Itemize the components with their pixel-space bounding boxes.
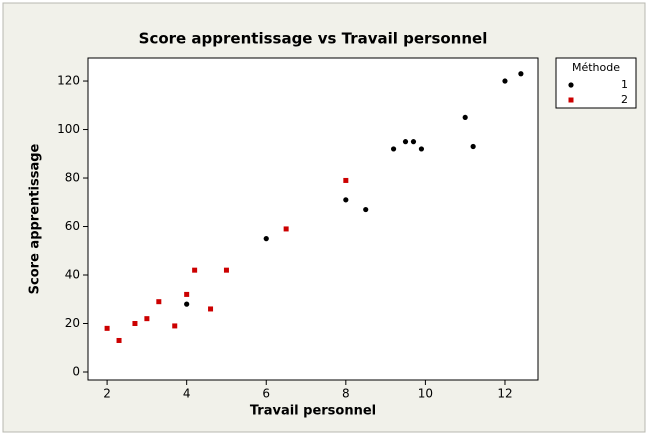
y-tick-label: 60 xyxy=(65,219,80,233)
y-tick-label: 100 xyxy=(57,122,80,136)
x-axis-label: Travail personnel xyxy=(250,404,376,419)
x-tick-label: 2 xyxy=(103,387,111,401)
point xyxy=(518,71,524,77)
point xyxy=(184,301,190,307)
legend-marker xyxy=(568,82,574,88)
point xyxy=(172,323,178,329)
point xyxy=(343,197,349,203)
point xyxy=(418,146,425,152)
legend-marker xyxy=(568,97,574,103)
y-axis-label: Score apprentissage xyxy=(28,143,43,294)
point xyxy=(132,321,138,327)
point xyxy=(263,236,269,242)
point xyxy=(223,267,229,273)
chart-title: Score apprentissage vs Travail personnel xyxy=(139,30,488,48)
y-tick-label: 40 xyxy=(65,268,80,282)
point xyxy=(116,337,122,343)
point xyxy=(462,114,468,121)
legend-title: Méthode xyxy=(572,61,620,74)
point xyxy=(184,291,190,297)
point xyxy=(156,299,162,305)
y-tick-label: 80 xyxy=(65,171,80,185)
x-tick-label: 6 xyxy=(262,387,270,401)
plot-area xyxy=(87,57,539,381)
x-tick-label: 10 xyxy=(418,387,433,401)
point xyxy=(470,143,476,150)
x-tick-label: 4 xyxy=(183,387,191,401)
point xyxy=(363,206,369,213)
x-tick-label: 12 xyxy=(497,387,512,401)
y-tick-label: 20 xyxy=(65,316,80,330)
point xyxy=(144,316,150,322)
point xyxy=(192,267,198,273)
x-tick-label: 8 xyxy=(342,387,350,401)
point xyxy=(343,177,349,183)
point xyxy=(402,139,409,145)
point xyxy=(502,78,508,84)
point xyxy=(390,146,397,152)
point xyxy=(104,325,110,331)
point xyxy=(208,306,214,312)
y-tick-label: 0 xyxy=(72,364,80,378)
point xyxy=(283,226,289,232)
y-tick-label: 120 xyxy=(57,74,80,88)
point xyxy=(410,139,417,145)
legend-label: 1 xyxy=(621,78,628,91)
legend-label: 2 xyxy=(621,93,628,106)
